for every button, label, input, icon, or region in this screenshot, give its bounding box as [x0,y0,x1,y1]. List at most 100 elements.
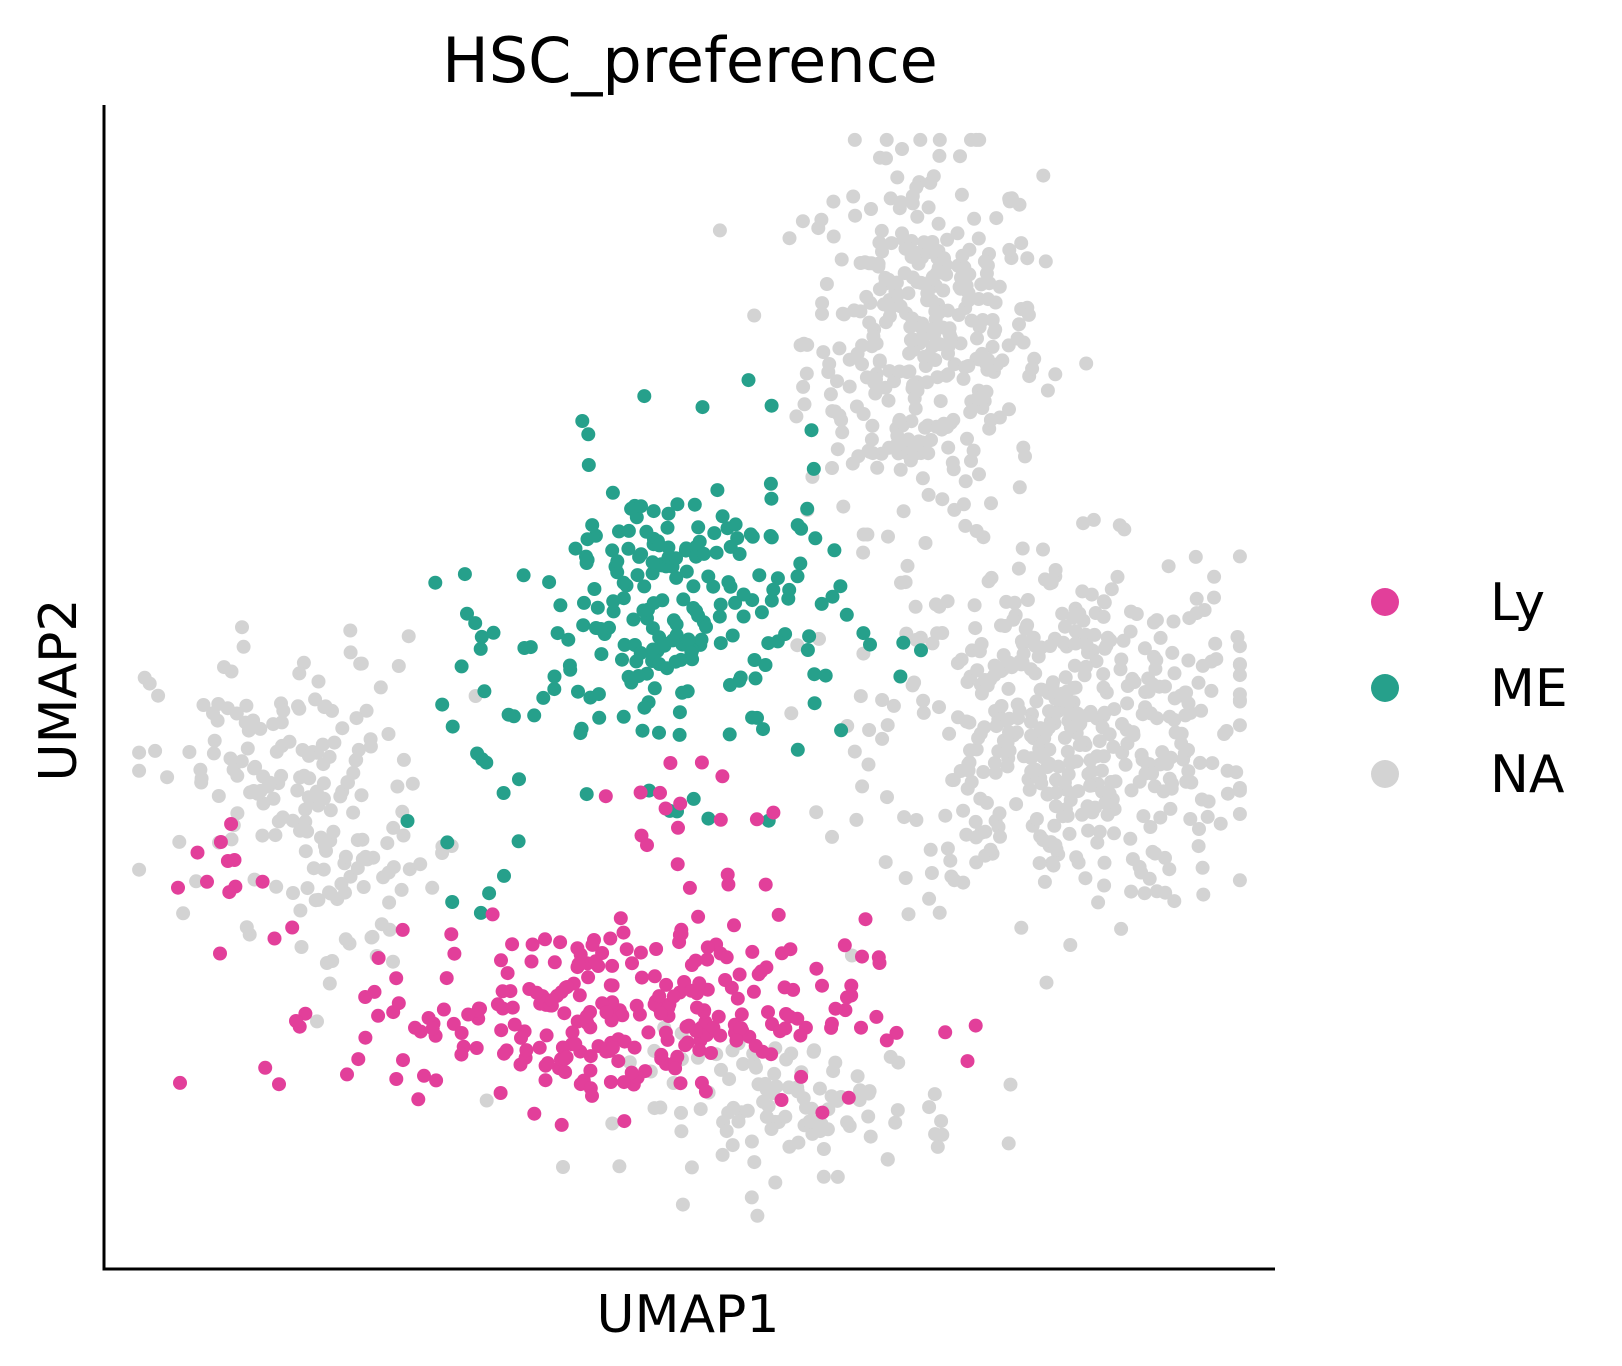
point-na [915,471,930,486]
point-na [893,462,908,477]
point-me [707,526,722,541]
point-me [475,752,490,767]
point-na [922,891,937,906]
point-na [816,1169,831,1184]
point-ly [565,1025,580,1040]
point-na [1071,784,1086,799]
point-na [918,420,932,435]
point-na [223,751,238,766]
legend-marker-na [1371,760,1399,788]
point-na [943,853,958,868]
point-ly [809,961,824,976]
point-na [1161,559,1176,574]
point-me [893,669,908,684]
point-ly [524,954,539,969]
point-ly [684,958,699,972]
point-me [681,632,696,647]
point-na [940,594,955,609]
point-na [325,954,340,968]
point-me [512,772,526,787]
point-na [1051,759,1066,774]
point-na [391,659,406,673]
point-me [672,727,687,742]
point-na [333,789,348,804]
point-ly [668,1061,683,1076]
point-na [886,698,901,713]
point-na [767,1066,782,1081]
point-na [901,907,916,922]
point-na [855,357,869,372]
point-na [909,180,924,195]
point-me [764,491,779,506]
point-na [1014,236,1029,251]
point-na [194,775,209,790]
point-na [937,251,951,266]
point-na [1020,251,1035,266]
point-na [381,727,396,741]
point-na [897,810,912,825]
point-na [1207,569,1222,584]
point-na [916,693,931,708]
point-na [940,232,955,247]
point-me [641,602,655,617]
point-na [929,266,944,281]
point-na [1024,728,1039,743]
point-na [1191,839,1206,854]
point-na [1188,549,1203,564]
point-na [969,742,984,757]
series-me [400,373,928,920]
point-na [1167,712,1182,727]
point-na [317,838,332,853]
point-na [731,1114,746,1129]
point-me [699,619,713,634]
point-na [782,1139,797,1154]
point-na [1000,735,1015,750]
point-ly [190,845,205,860]
point-ly [640,838,654,853]
point-ly [507,1017,522,1032]
point-me [804,423,819,438]
point-na [1191,675,1206,690]
point-na [960,431,974,446]
point-na [726,1100,741,1115]
point-ly [454,1047,469,1062]
point-na [931,216,946,231]
point-na [983,842,998,857]
point-na [255,828,270,843]
point-na [396,828,411,843]
point-ly [824,1016,839,1031]
point-me [713,636,728,651]
point-me [501,707,516,722]
point-na [925,235,940,249]
point-ly [632,1007,647,1022]
point-na [879,315,893,330]
point-na [823,387,838,402]
point-na [830,1093,845,1108]
point-na [905,196,920,211]
point-ly [461,1007,476,1022]
point-ly [298,1006,313,1021]
point-ly [719,950,734,965]
point-me [585,518,600,533]
point-me [631,669,646,683]
point-me [802,629,817,644]
point-me [615,652,629,667]
point-na [1045,677,1060,692]
point-ly [553,935,568,950]
point-me [790,569,805,584]
point-na [1213,816,1228,831]
point-na [1058,670,1073,685]
point-na [401,629,416,644]
point-na [137,670,152,685]
point-ly [671,820,685,835]
point-na [968,814,983,829]
point-na [901,286,916,301]
point-na [612,1159,627,1174]
point-ly [720,867,735,882]
point-me [634,547,649,562]
point-na [962,267,977,282]
point-na [1220,786,1235,801]
point-ly [713,812,728,827]
point-ly [647,969,662,984]
point-na [930,370,945,385]
